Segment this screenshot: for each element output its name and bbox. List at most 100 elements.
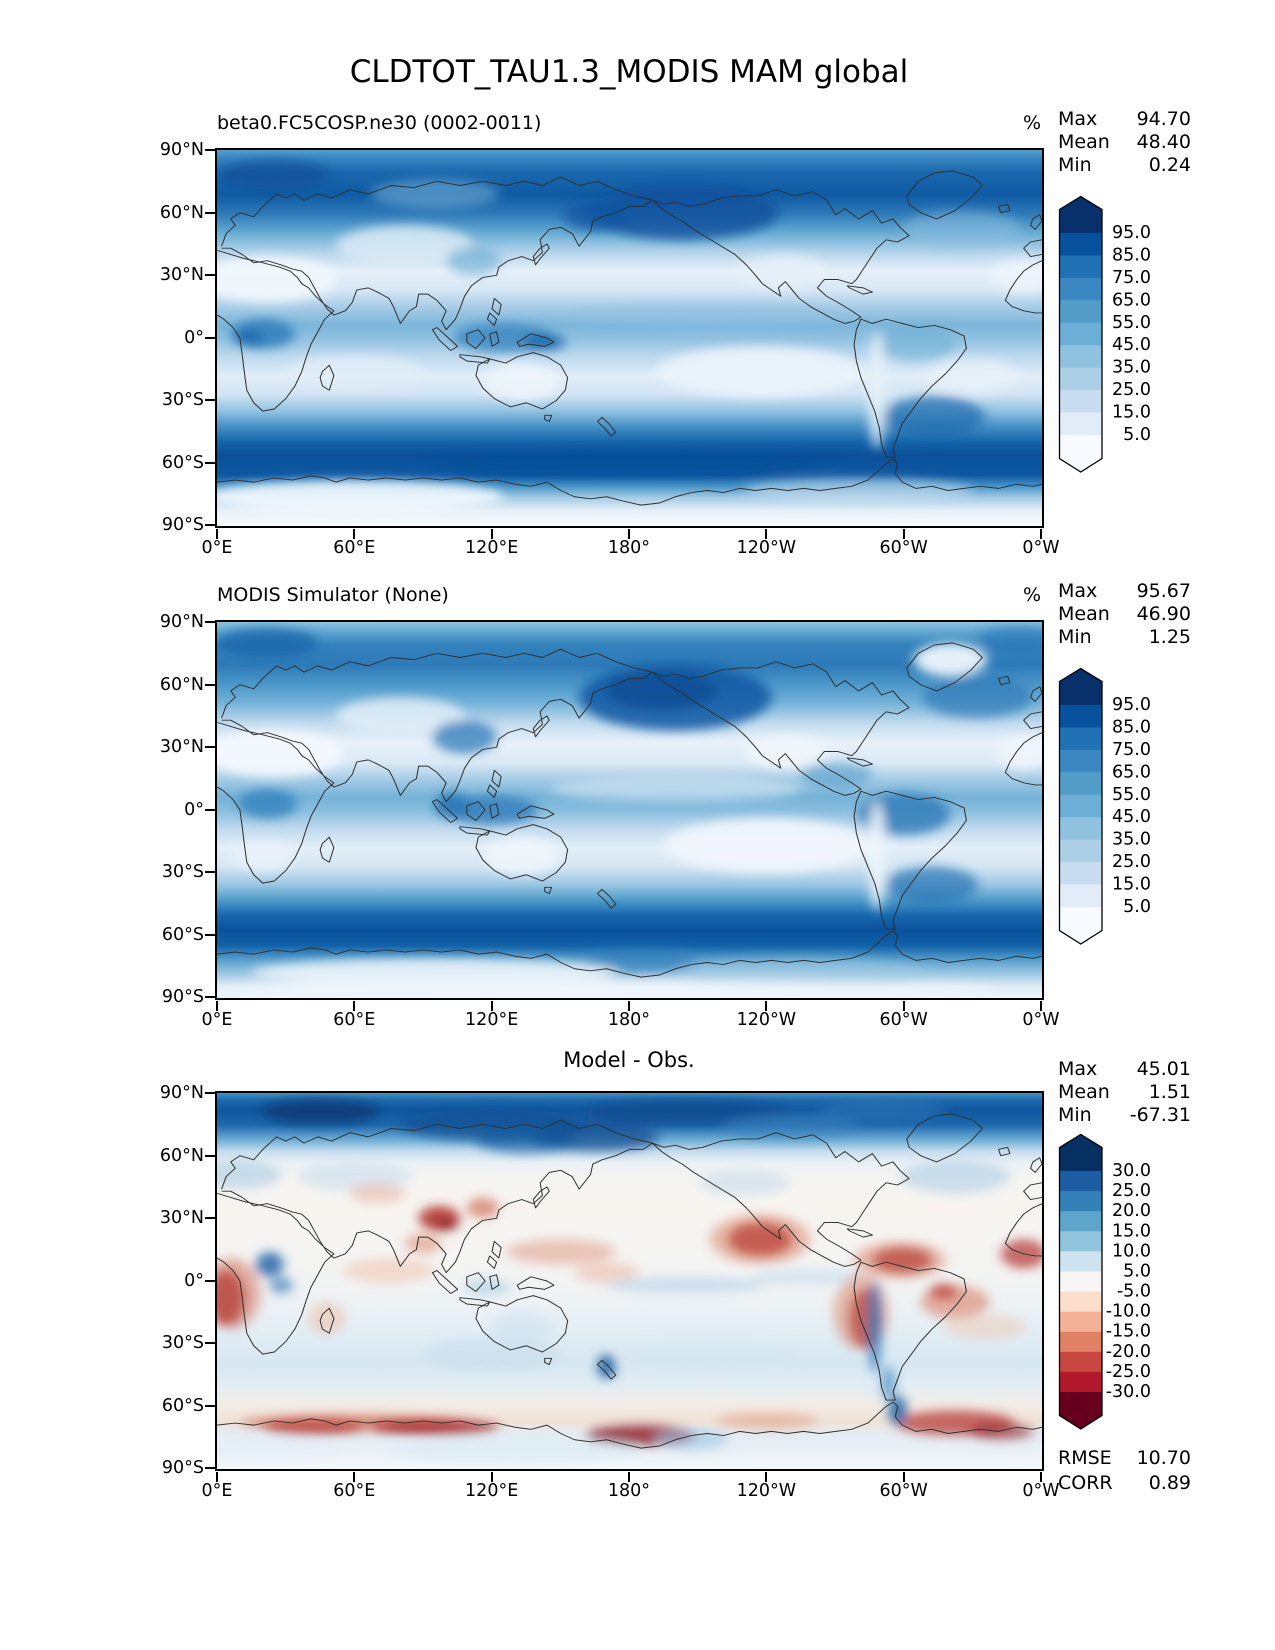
lon-tick-label: 60°W — [879, 1481, 928, 1501]
colorbar-tick-label: -10.0 — [1106, 1302, 1151, 1322]
lat-tick-mark — [204, 1404, 215, 1407]
lat-tick-label: 60°S — [161, 452, 204, 473]
lon-tick-mark — [490, 1000, 493, 1011]
stat-row: Min 0.24 — [1058, 154, 1191, 177]
lon-tick-mark — [490, 1471, 493, 1482]
stat-value: -67.31 — [1129, 1104, 1191, 1126]
colorbar-band — [1059, 345, 1102, 369]
colorbar-band — [1059, 1351, 1102, 1373]
stats-model: Max 94.70 Mean 48.40 Min 0.24 — [1058, 108, 1191, 177]
colorbar-band — [1059, 794, 1102, 818]
stat-value: 45.01 — [1136, 1058, 1191, 1080]
colorbar-band — [1059, 1271, 1102, 1292]
colorbar-band — [1059, 1371, 1102, 1393]
lat-tick-label: 30°N — [159, 265, 204, 285]
colorbar-tick-label: 95.0 — [1112, 695, 1151, 715]
lon-tick-mark — [1039, 1471, 1042, 1482]
colorbar-tick-label: 85.0 — [1112, 717, 1151, 737]
colorbar-band — [1059, 772, 1102, 796]
lon-tick-mark — [902, 1000, 905, 1011]
stats-diff: Max 45.01 Mean 1.51 Min -67.31 — [1058, 1058, 1191, 1127]
lon-tick-label: 0°E — [201, 1010, 233, 1030]
colorbar-band — [1059, 1291, 1102, 1313]
corr-row: CORR 0.89 — [1058, 1471, 1191, 1496]
map-model-contour-plot — [216, 149, 1042, 526]
lat-tick-label: 60°N — [159, 1145, 204, 1166]
lat-tick-mark — [204, 1092, 215, 1094]
panel1-header: beta0.FC5COSP.ne30 (0002-0011) % — [217, 112, 1041, 138]
lon-tick-label: 0°E — [201, 1481, 233, 1501]
panel3-title: Model - Obs. — [563, 1048, 695, 1072]
lat-tick-label: 90°N — [159, 612, 204, 632]
colorbar-tick-label: 30.0 — [1112, 1161, 1151, 1181]
stat-row: Mean 48.40 — [1058, 131, 1191, 154]
colorbar-band — [1059, 367, 1102, 391]
colorbar-tick-label: 15.0 — [1112, 1221, 1151, 1241]
stat-label: Max — [1058, 108, 1098, 130]
colorbar-tick-label: 5.0 — [1123, 897, 1151, 917]
lat-tick-label: 60°N — [159, 674, 204, 695]
lon-tick-label: 120°W — [736, 1010, 797, 1030]
colorbar-tick-label: 65.0 — [1112, 762, 1151, 782]
lat-tick-label: 0° — [184, 327, 204, 348]
lon-tick-label: 120°W — [736, 538, 797, 558]
colorbar-tick-label: 25.0 — [1112, 852, 1151, 872]
coastlines — [216, 641, 1042, 978]
colorbar-tick-label: 15.0 — [1112, 403, 1151, 423]
lat-tick-label: 30°N — [159, 1208, 204, 1228]
coastlines — [216, 1112, 1042, 1449]
lat-tick-mark — [204, 1217, 215, 1219]
stat-label: Mean — [1058, 1081, 1110, 1103]
diff-metrics: RMSE 10.70 CORR 0.89 — [1058, 1446, 1191, 1496]
lon-tick-mark — [216, 528, 218, 539]
lon-tick-mark — [627, 528, 630, 539]
lon-tick-mark — [490, 528, 493, 539]
stat-value: 95.67 — [1136, 580, 1191, 602]
stat-value: 1.25 — [1148, 626, 1191, 648]
colorbar-tick-label: 25.0 — [1112, 380, 1151, 400]
lat-tick-mark — [204, 746, 215, 748]
colorbar-tick-label: 5.0 — [1123, 1261, 1151, 1281]
lon-tick-mark — [353, 1471, 356, 1482]
stat-label: Min — [1058, 1104, 1092, 1126]
colorbar-tick-label: 10.0 — [1112, 1241, 1151, 1261]
stat-label: Mean — [1058, 603, 1110, 625]
colorbar-tick-label: 35.0 — [1112, 830, 1151, 850]
stat-label: Min — [1058, 154, 1092, 176]
corr-label: CORR — [1058, 1472, 1113, 1494]
lon-tick-label: 120°W — [736, 1481, 797, 1501]
colorbar-tick-label: 25.0 — [1112, 1181, 1151, 1201]
lat-tick-mark — [204, 1467, 215, 1469]
lon-tick-mark — [627, 1471, 630, 1482]
map-diff-contour-plot — [216, 1092, 1042, 1469]
colorbar-under-arrow — [1059, 1392, 1102, 1429]
lat-tick-mark — [204, 274, 215, 276]
stat-row: Mean 46.90 — [1058, 603, 1191, 626]
lon-tick-mark — [765, 528, 768, 539]
colorbar-tick-label: 45.0 — [1112, 807, 1151, 827]
figure-title: CLDTOT_TAU1.3_MODIS MAM global — [349, 54, 909, 90]
lon-tick-mark — [1039, 528, 1042, 539]
lon-tick-mark — [902, 1471, 905, 1482]
colorbar-tick-label: -15.0 — [1106, 1322, 1151, 1342]
stat-row: Mean 1.51 — [1058, 1081, 1191, 1104]
lat-tick-mark — [204, 524, 215, 526]
stat-value: 0.24 — [1148, 154, 1191, 176]
lat-tick-label: 90°S — [161, 987, 204, 1007]
lat-tick-mark — [204, 461, 215, 464]
colorbar-band — [1059, 1171, 1102, 1192]
map-panel-diff — [214, 1090, 1044, 1471]
colorbar-band — [1059, 1251, 1102, 1272]
panel1-units-label: % — [1022, 112, 1041, 134]
lon-tick-label: 180° — [607, 1010, 651, 1030]
coastlines — [216, 169, 1042, 506]
lon-tick-label: 0°W — [1022, 1481, 1060, 1501]
colorbar-tick-label: 15.0 — [1112, 875, 1151, 895]
colorbar-band — [1059, 817, 1102, 841]
lon-tick-mark — [353, 528, 356, 539]
lon-tick-label: 60°E — [333, 1481, 376, 1501]
lon-tick-label: 120°E — [465, 1481, 519, 1501]
colorbar-tick-label: 65.0 — [1112, 290, 1151, 310]
colorbar-over-arrow — [1059, 668, 1102, 705]
